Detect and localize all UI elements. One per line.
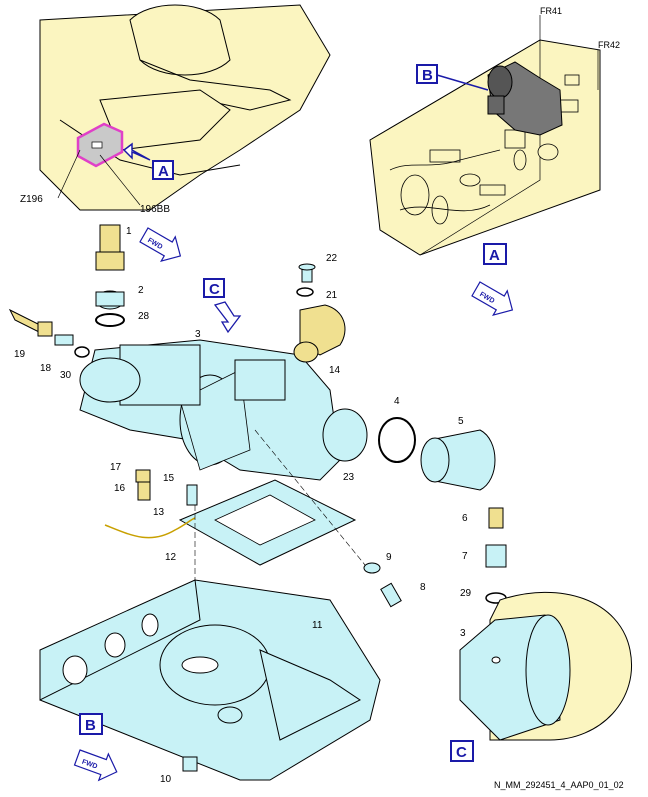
part-label-3b: 3	[460, 628, 466, 639]
callout-b-top[interactable]: B	[416, 64, 438, 84]
zone-label-z196: Z196	[20, 194, 43, 205]
part-label-1: 1	[126, 226, 132, 237]
part-label-17: 17	[110, 462, 122, 473]
drawing-reference: N_MM_292451_4_AAP0_01_02	[494, 780, 624, 790]
svg-text:A: A	[489, 247, 500, 264]
part-label-23: 23	[343, 472, 355, 483]
panel-label-196bb: 196BB	[140, 204, 170, 215]
part-label-8: 8	[420, 582, 426, 593]
unit-b-highlight	[487, 61, 563, 136]
equipment-bay-view	[369, 15, 601, 256]
callout-c-bottom[interactable]: C	[450, 740, 474, 762]
frame-label-fr42: FR42	[598, 40, 620, 50]
part-label-14: 14	[329, 365, 341, 376]
part-label-18: 18	[40, 363, 52, 374]
part-label-2: 2	[138, 285, 144, 296]
part-label-19: 19	[14, 349, 26, 360]
part-label-9: 9	[386, 552, 392, 563]
svg-text:A: A	[158, 163, 169, 180]
svg-text:C: C	[456, 744, 467, 761]
callout-a-right[interactable]: A	[483, 243, 507, 265]
view-c-arrow-icon	[213, 301, 242, 334]
part-label-22: 22	[326, 253, 338, 264]
part-label-12: 12	[165, 552, 177, 563]
frame-label-fr41: FR41	[540, 6, 562, 16]
exploded-assembly	[8, 224, 507, 770]
fwd-arrow-icon: FWD	[139, 227, 182, 263]
part-label-11: 11	[312, 620, 323, 631]
part-label-29: 29	[460, 588, 472, 599]
callout-b-bottom[interactable]: B	[79, 713, 103, 735]
fwd-arrow-icon: FWD	[73, 749, 118, 782]
part-label-5: 5	[458, 416, 464, 427]
part-label-3: 3	[195, 329, 201, 340]
part-label-7: 7	[462, 551, 468, 562]
svg-text:B: B	[85, 717, 96, 734]
part-label-13: 13	[153, 507, 165, 518]
svg-text:B: B	[422, 67, 433, 84]
detail-c-view	[459, 591, 632, 741]
part-label-6: 6	[462, 513, 468, 524]
part-label-30: 30	[60, 370, 72, 381]
part-label-21: 21	[326, 290, 338, 301]
callout-a-top[interactable]: A	[152, 160, 174, 180]
part-label-15: 15	[163, 473, 175, 484]
part-label-16: 16	[114, 483, 126, 494]
part-label-28: 28	[138, 311, 150, 322]
aircraft-locator-view	[39, 4, 331, 211]
part-numbers: 1 2 28 19 18 30 3 22 21 14 4 5 17 16 15 …	[14, 226, 472, 785]
floor-structure	[39, 579, 381, 781]
part-label-10: 10	[160, 774, 172, 785]
svg-text:C: C	[209, 281, 220, 298]
callout-c-mid[interactable]: C	[203, 278, 225, 298]
part-label-4: 4	[394, 396, 400, 407]
fwd-arrow-icon: FWD	[471, 281, 514, 317]
